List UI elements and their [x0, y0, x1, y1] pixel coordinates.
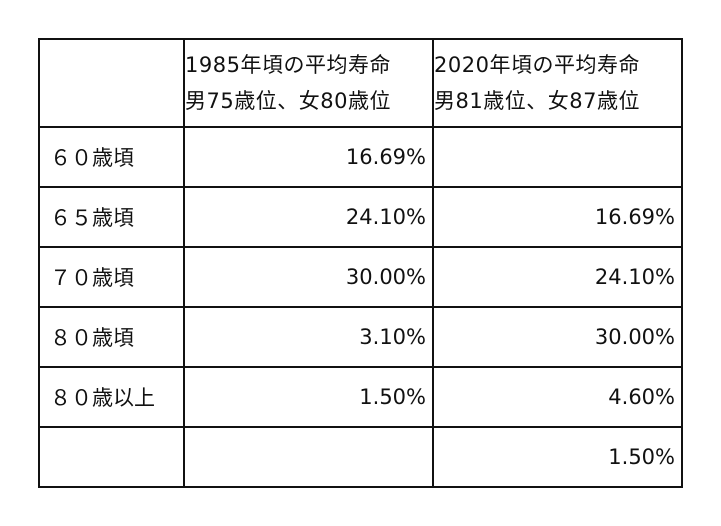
value-2020: 1.50%: [432, 426, 683, 488]
table-row: ８０歳頃 3.10% 30.00%: [38, 306, 683, 368]
value-2020: 30.00%: [432, 306, 683, 368]
row-label: ６５歳頃: [38, 186, 185, 248]
value-2020: 4.60%: [432, 366, 683, 428]
value-1985: 16.69%: [183, 126, 434, 188]
header-2020-line2: 男81歳位、女87歳位: [434, 89, 640, 113]
table-row: ８０歳以上 1.50% 4.60%: [38, 366, 683, 428]
row-label: ８０歳頃: [38, 306, 185, 368]
header-2020: 2020年頃の平均寿命 男81歳位、女87歳位: [432, 38, 683, 128]
table-row: ６５歳頃 24.10% 16.69%: [38, 186, 683, 248]
table-row: 1.50%: [38, 426, 683, 488]
row-label: ７０歳頃: [38, 246, 185, 308]
corner-cell: [38, 38, 185, 128]
table-row: ７０歳頃 30.00% 24.10%: [38, 246, 683, 308]
header-1985-line1: 1985年頃の平均寿命: [185, 53, 391, 77]
header-1985-line2: 男75歳位、女80歳位: [185, 89, 391, 113]
value-2020: [432, 126, 683, 188]
header-1985: 1985年頃の平均寿命 男75歳位、女80歳位: [183, 38, 434, 128]
row-label: ８０歳以上: [38, 366, 185, 428]
value-1985: 1.50%: [183, 366, 434, 428]
row-label: ６０歳頃: [38, 126, 185, 188]
value-1985: 24.10%: [183, 186, 434, 248]
table-row: ６０歳頃 16.69%: [38, 126, 683, 188]
value-2020: 16.69%: [432, 186, 683, 248]
row-label: [38, 426, 185, 488]
header-2020-line1: 2020年頃の平均寿命: [434, 53, 640, 77]
value-2020: 24.10%: [432, 246, 683, 308]
value-1985: 30.00%: [183, 246, 434, 308]
value-1985: [183, 426, 434, 488]
life-expectancy-table: 1985年頃の平均寿命 男75歳位、女80歳位 2020年頃の平均寿命 男81歳…: [38, 38, 683, 488]
value-1985: 3.10%: [183, 306, 434, 368]
header-row: 1985年頃の平均寿命 男75歳位、女80歳位 2020年頃の平均寿命 男81歳…: [38, 38, 683, 128]
